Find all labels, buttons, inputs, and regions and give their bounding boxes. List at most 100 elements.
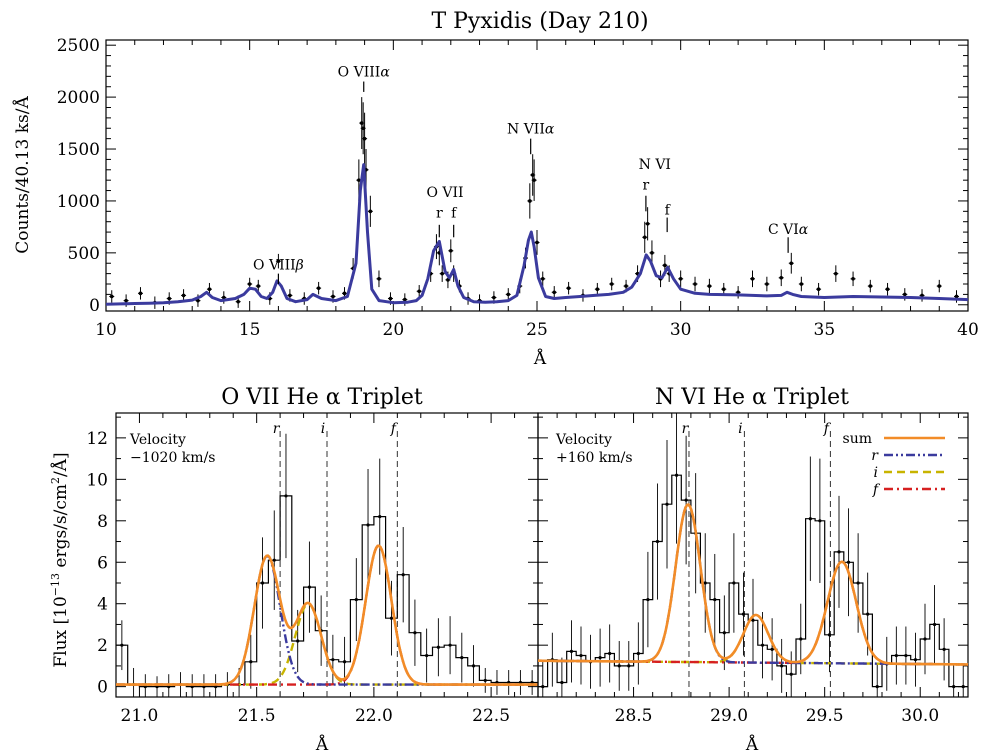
legend-label-i: i [874,465,878,481]
top-data-point [540,277,545,281]
right-x-tick-label: 28.5 [615,706,653,726]
top-data-point [885,287,890,291]
right-data-point [760,643,765,647]
right-data-point [904,653,908,658]
top-data-point [779,275,784,280]
right-data-point [684,498,688,502]
top-line-annotation: f [665,202,672,218]
top-data-point [663,263,667,268]
annotation-greek: α [380,64,390,80]
bottom-y-axis-label: Flux [10−13 ergs/s/cm2/Å] [49,452,71,667]
right-data-point [818,519,822,523]
top-data-point [359,121,364,125]
top-chart-title: T Pyxidis (Day 210) [431,9,648,34]
right-data-point [942,647,946,651]
top-data-point [609,282,614,286]
top-data-point [403,297,407,302]
left-y-tick-label: 10 [86,470,108,490]
left-x-axis-label: Å [315,734,329,754]
left-velocity-label: Velocity [129,432,186,448]
top-data-point [530,173,535,177]
right-x-tick-label: 30.0 [901,706,939,726]
top-data-point [650,251,654,255]
left-x-tick-label: 21.0 [121,706,159,726]
right-data-point [808,517,812,521]
top-data-point [362,136,367,141]
top-data-point [288,293,292,298]
top-data-point [506,292,511,297]
right-chart-title: N VI He α Triplet [655,385,849,410]
top-data-point [256,284,261,288]
top-x-axis-label: Å [533,348,547,369]
left-line-label-r: r [273,421,281,437]
annotation-ion: r [436,206,443,222]
right-data-point [674,473,679,477]
left-y-tick-label: 6 [97,553,108,573]
top-data-point [449,248,453,253]
right-line-label-i: i [738,421,742,437]
right-data-point [932,622,937,627]
right-data-point [856,581,860,585]
right-data-point [827,633,832,637]
top-data-point [207,287,212,291]
top-data-point [868,284,873,288]
top-x-tick-label: 40 [957,320,979,340]
top-data-point [642,235,647,240]
top-line-annotation: O VII [426,185,463,201]
top-data-point [167,296,172,301]
right-data-point [837,550,841,554]
left-data-point [413,631,417,635]
top-y-tick-label: 0 [89,296,100,316]
flux-label-squared: 2 [49,477,62,484]
left-chart-title: O VII He α Triplet [221,385,423,410]
left-data-point [214,685,218,689]
left-data-point [460,656,464,660]
top-data-point [765,282,769,286]
left-sum-curve [116,544,538,686]
top-data-point [357,178,361,182]
right-data-point [598,656,602,660]
left-data-point [471,664,476,668]
annotation-greek: α [545,121,555,137]
annotation-ion: O VII [426,185,463,201]
top-x-tick-label: 15 [239,320,261,340]
left-data-point [342,660,347,664]
left-data-point [530,680,534,685]
annotation-ion: N VI [639,157,671,173]
top-data-point [920,293,924,298]
right-data-point [732,581,736,585]
left-data-point [401,573,405,577]
flux-label-exponent: −13 [49,573,62,596]
left-data-point [495,680,499,685]
flux-label-units: ergs/s/cm [51,484,71,573]
legend-label-f: f [872,482,881,498]
top-data-point [331,294,335,299]
left-data-point [448,643,452,647]
right-data-point [703,581,707,585]
left-y-tick-label: 4 [97,595,108,615]
right-data-point [569,649,574,653]
top-data-point [816,287,821,291]
left-data-point [249,660,253,664]
annotation-greek: α [799,222,809,238]
left-data-point [354,597,358,602]
top-data-point [417,289,421,294]
right-data-point [722,631,726,635]
left-data-point [425,653,429,658]
top-line-annotation: r [436,206,443,222]
top-data-point [789,261,794,266]
top-data-point [954,294,959,299]
top-data-point [937,284,942,288]
top-data-point [707,284,712,288]
right-data-point [780,664,784,668]
top-data-point [138,291,143,296]
top-x-tick-label: 35 [814,320,836,340]
right-data-point [665,502,669,506]
left-data-point [507,680,511,685]
top-y-tick-label: 2000 [57,88,100,108]
top-y-tick-label: 2500 [57,36,100,56]
right-data-point [799,637,803,641]
top-data-point [368,209,373,214]
annotation-ion: O VIII [253,257,296,273]
